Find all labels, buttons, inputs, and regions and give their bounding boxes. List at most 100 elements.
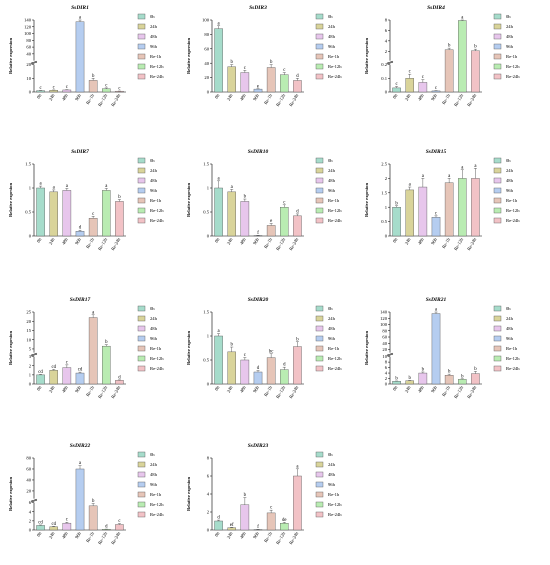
legend-swatch (137, 23, 146, 30)
legend-label: 96h (328, 188, 336, 193)
bar-96h (75, 230, 85, 237)
x-tick-label: Re-24h (110, 384, 121, 399)
significance-label: a (40, 182, 43, 187)
legend-swatch (315, 73, 324, 80)
legend-label: Re-12h (150, 502, 164, 507)
legend-swatch (137, 187, 146, 194)
chart-title: SsDIR3 (249, 5, 267, 11)
significance-label: cd (51, 522, 56, 527)
legend-swatch (315, 365, 324, 372)
x-tick-label: Re-12h (453, 92, 464, 107)
chart-panel: SsDIR15 Relative exprsion 0 0.5 1 1.5 2 2.5 b 0h a… (364, 149, 520, 251)
significance-label: b (474, 45, 477, 50)
chart-title: SsDIR4 (427, 5, 445, 11)
legend-label: Re-1h (328, 198, 340, 203)
y-tick-label: 8 (385, 360, 388, 365)
y-tick-label: 0 (207, 234, 210, 239)
legend-label: Re-1h (506, 198, 518, 203)
significance-label: a (448, 174, 451, 179)
x-tick-label: 48h (417, 236, 425, 245)
legend-label: Re-24h (150, 74, 164, 79)
y-tick-label: 3 (29, 354, 32, 359)
legend-label: 0h (150, 452, 155, 457)
significance-label: a (105, 184, 108, 189)
x-tick-label: Re-24h (466, 92, 477, 107)
y-tick-label: 2 (385, 49, 388, 54)
legend-swatch (315, 207, 324, 214)
legend-label: 0h (328, 14, 333, 19)
x-tick-label: Re-12h (275, 92, 286, 107)
legend-label: 24h (328, 24, 336, 29)
significance-label: c (118, 519, 120, 524)
axis-break-mark (30, 353, 38, 357)
y-tick-label: 2 (385, 376, 388, 381)
legend-swatch (315, 451, 324, 458)
legend-swatch (137, 177, 146, 184)
legend-label: Re-1h (506, 54, 518, 59)
x-tick-label: Re-24h (288, 530, 299, 545)
chart-title: SsDIR15 (426, 149, 447, 155)
legend-label: 24h (328, 462, 336, 467)
legend-swatch (315, 167, 324, 174)
legend-swatch (315, 217, 324, 224)
significance-label: b (448, 44, 451, 49)
bar-Re-24h (115, 380, 124, 385)
significance-label: a (435, 308, 438, 313)
y-tick-label: 6 (29, 500, 32, 505)
y-tick-label: 60 (26, 467, 31, 472)
legend-label: Re-24h (506, 74, 520, 79)
legend-label: Re-1h (150, 346, 162, 351)
x-tick-label: 48h (61, 236, 69, 245)
y-axis-label: Relative exprsion (8, 477, 13, 512)
significance-label: a (218, 21, 221, 26)
legend-label: Re-24h (506, 366, 520, 371)
chart-title: SsDIR17 (70, 297, 91, 303)
x-tick-label: 48h (239, 530, 247, 539)
x-tick-label: 24h (226, 92, 234, 101)
legend-label: Re-12h (328, 64, 342, 69)
bar-24h (49, 370, 58, 385)
bar-Re-24h (115, 524, 124, 531)
y-tick-label: 100 (202, 18, 210, 23)
y-axis-label: Relative exprsion (186, 331, 191, 366)
significance-label: c (66, 518, 68, 523)
x-tick-label: 0h (214, 92, 221, 99)
y-tick-label: 60 (204, 46, 209, 51)
legend-swatch (493, 13, 502, 20)
x-tick-label: 0h (36, 384, 43, 391)
legend-swatch (315, 13, 324, 20)
legend-swatch (137, 305, 146, 312)
x-tick-label: Re-1h (263, 236, 273, 249)
legend-label: Re-24h (150, 366, 164, 371)
legend-label: 48h (506, 326, 514, 331)
bar-Re-12h (458, 20, 467, 93)
significance-label: c (270, 506, 272, 511)
x-tick-label: 24h (404, 384, 412, 393)
legend-label: 24h (506, 168, 514, 173)
legend-label: 48h (150, 34, 158, 39)
legend-swatch (315, 335, 324, 342)
y-tick-label: 1.5 (25, 162, 31, 167)
legend-swatch (315, 511, 324, 518)
legend-swatch (315, 63, 324, 70)
significance-label: cd (38, 370, 43, 375)
y-tick-label: 0 (207, 382, 210, 387)
y-axis-label: Relative exprsion (8, 183, 13, 218)
x-tick-label: Re-1h (85, 236, 95, 249)
y-tick-label: 20 (204, 75, 209, 80)
bar-Re-12h (102, 345, 111, 385)
y-tick-label: 40 (26, 478, 31, 483)
bar-0h (392, 206, 401, 237)
x-tick-label: Re-1h (441, 92, 451, 105)
x-tick-label: Re-24h (110, 236, 121, 251)
y-tick-label: 0.2 (381, 62, 387, 67)
x-tick-label: Re-24h (288, 92, 299, 107)
significance-label: c (422, 75, 424, 80)
y-tick-label: 0 (29, 234, 32, 239)
legend-swatch (137, 217, 146, 224)
legend-label: Re-24h (150, 218, 164, 223)
legend-label: Re-1h (328, 54, 340, 59)
significance-label: b (448, 370, 451, 375)
